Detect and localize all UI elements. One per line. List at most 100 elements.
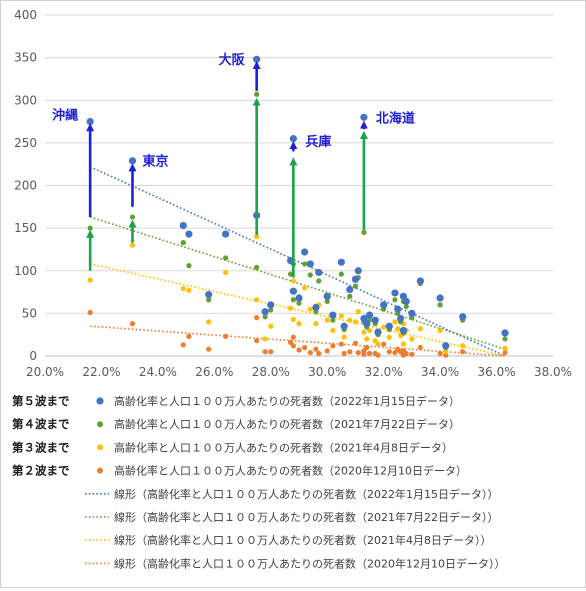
data-point [416, 277, 424, 285]
data-point [352, 283, 359, 289]
data-point [375, 352, 381, 358]
data-point [402, 297, 410, 306]
x-tick-label: 34.0% [421, 365, 459, 379]
data-point [222, 230, 230, 238]
data-point [307, 272, 313, 278]
y-tick-label: 300 [14, 93, 37, 107]
data-point [268, 307, 274, 313]
data-point [361, 329, 367, 335]
legend-entry: 高齢化率と人口１００万人あたりの死者数（2020年12月10日データ） [114, 464, 467, 478]
data-point [315, 268, 323, 277]
data-point [295, 294, 303, 302]
y-tick-label: 0 [29, 349, 37, 363]
annotation-label: 大阪 [219, 52, 246, 68]
data-point [290, 334, 296, 340]
y-tick-label: 150 [14, 221, 37, 235]
data-point [364, 336, 370, 342]
data-point [366, 327, 373, 334]
data-point [436, 294, 444, 302]
data-point [313, 321, 319, 327]
data-point [180, 286, 186, 292]
x-tick-label: 22.0% [82, 365, 120, 379]
data-point [262, 314, 268, 320]
data-point [394, 305, 402, 313]
data-point [381, 324, 387, 330]
data-point [338, 313, 344, 319]
data-point [290, 343, 296, 349]
legend-entry: 高齢化率と人口１００万人あたりの死者数（2022年1月15日データ） [114, 394, 460, 408]
x-tick-label: 32.0% [365, 365, 403, 379]
point-layer [86, 55, 509, 358]
data-point [323, 292, 331, 300]
data-point [254, 315, 260, 321]
x-tick-label: 26.0% [195, 365, 233, 379]
data-point [290, 297, 296, 303]
data-point [502, 336, 508, 342]
data-point [324, 317, 330, 323]
data-point [403, 303, 409, 310]
data-point [254, 264, 260, 270]
y-tick-label: 350 [14, 51, 37, 65]
data-point [460, 349, 466, 355]
data-point [338, 341, 344, 347]
data-point [316, 278, 322, 284]
data-point [330, 327, 336, 334]
wave-label: 第５波まで [12, 394, 70, 408]
data-point [385, 322, 393, 330]
data-point [352, 340, 359, 346]
data-point [501, 329, 509, 337]
data-point [399, 326, 408, 335]
data-point [375, 341, 381, 347]
data-point [409, 351, 415, 357]
data-point [267, 301, 275, 309]
data-point [268, 349, 274, 355]
data-point [361, 351, 367, 357]
legend-marker [96, 397, 104, 405]
annotation-label: 北海道 [376, 111, 415, 127]
annotation-label: 兵庫 [305, 134, 331, 150]
x-tick-label: 36.0% [477, 365, 515, 379]
data-point [392, 319, 398, 325]
data-point [186, 263, 192, 269]
data-point [347, 317, 353, 323]
data-point [302, 261, 308, 267]
data-point [254, 297, 260, 303]
data-point [355, 309, 361, 315]
data-point [417, 326, 423, 332]
data-point [354, 267, 362, 275]
data-point [290, 316, 296, 322]
data-point [87, 309, 93, 316]
data-point [330, 317, 336, 323]
data-point [268, 323, 274, 329]
data-point [400, 352, 407, 358]
data-point [338, 271, 344, 277]
data-point [296, 300, 302, 306]
x-tick-label: 38.0% [534, 365, 572, 379]
y-tick-label: 50 [22, 306, 37, 320]
data-point [341, 334, 347, 340]
data-point [129, 242, 136, 248]
data-point [442, 342, 450, 350]
legend-entry: 高齢化率と人口１００万人あたりの死者数（2021年7月22日データ） [114, 417, 460, 431]
data-point [392, 349, 398, 356]
data-point [363, 320, 371, 328]
data-point [502, 345, 508, 351]
data-point [330, 343, 336, 349]
y-tick-label: 200 [14, 179, 37, 193]
trendline [89, 166, 506, 357]
legend-layer: 第５波まで 高齢化率と人口１００万人あたりの死者数（2022年1月15日データ） 第… [12, 394, 506, 570]
data-point [206, 319, 212, 325]
data-point [287, 339, 294, 345]
data-point [261, 308, 269, 316]
y-tick-label: 250 [14, 136, 37, 150]
trendline [90, 325, 506, 357]
data-point [380, 301, 388, 309]
data-point [417, 344, 423, 351]
data-point [386, 349, 392, 355]
data-point [381, 341, 387, 347]
data-point [364, 344, 370, 351]
data-point [337, 258, 345, 266]
data-point [502, 349, 508, 356]
data-point [179, 221, 187, 230]
x-tick-label: 30.0% [308, 365, 346, 379]
